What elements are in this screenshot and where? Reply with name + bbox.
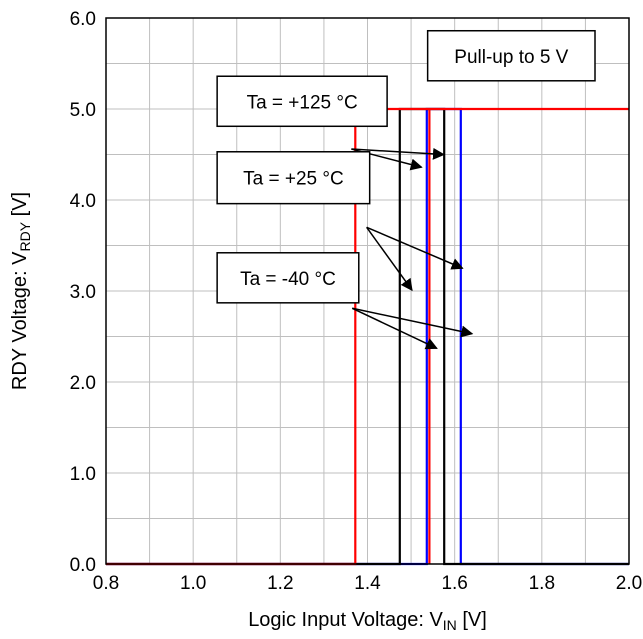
y-tick-label: 6.0 [70,9,96,30]
x-tick-label: 1.8 [529,573,555,594]
y-axis-title-main: RDY Voltage: V [9,251,31,390]
annotation-arrow [351,147,445,160]
annotation-box [426,29,596,82]
annotation-box [216,151,371,205]
annotation-arrow [351,307,438,350]
annotation-arrow [352,307,474,338]
x-axis-title: Logic Input Voltage: VIN [V] [248,609,487,633]
annotation-arrow [366,226,464,270]
annotations: Pull-up to 5 V Ta = +125 °C Ta = +25 °C Ta … [216,29,596,350]
x-tick-label: 1.6 [441,573,467,594]
x-tick-label: 2.0 [616,573,642,594]
annotation-label: Pull-up to 5 V [454,47,568,68]
annotation-box [216,252,360,304]
annotation-label: Ta = +125 °C [247,92,358,113]
x-axis-title-subscript: IN [443,617,457,633]
annotation: Ta = +125 °C [216,75,445,171]
y-tick-label: 2.0 [70,373,96,394]
x-tick-label: 1.2 [267,573,293,594]
y-tick-label: 0.0 [70,555,96,576]
x-tick-label: 0.8 [93,573,119,594]
y-tick-label: 4.0 [70,191,96,212]
y-tick-label: 3.0 [70,282,96,303]
annotation: Ta = +25 °C [216,151,464,292]
tick-labels: 0.8 1.0 1.2 1.4 1.6 1.8 2.0 0.0 1.0 2.0 3.0 4.0 5.0 6… [70,9,643,594]
y-tick-label: 1.0 [70,464,96,485]
x-axis-title-unit: [V] [457,609,487,631]
y-axis-title-subscript: RDY [17,221,33,251]
x-tick-label: 1.0 [180,573,206,594]
y-tick-label: 5.0 [70,100,96,121]
x-tick-label: 1.4 [354,573,381,594]
y-axis-title-unit: [V] [9,192,31,222]
annotation: Pull-up to 5 V [426,29,596,82]
annotation: Ta = -40 °C [216,252,474,350]
y-axis-title: RDY Voltage: VRDY [V] [9,192,33,390]
annotation-label: Ta = +25 °C [243,169,344,190]
annotation-arrow [366,226,413,292]
x-axis-title-main: Logic Input Voltage: V [248,609,443,631]
annotation-label: Ta = -40 °C [240,269,336,290]
annotation-box [216,75,388,128]
plot-area-border [105,17,630,565]
